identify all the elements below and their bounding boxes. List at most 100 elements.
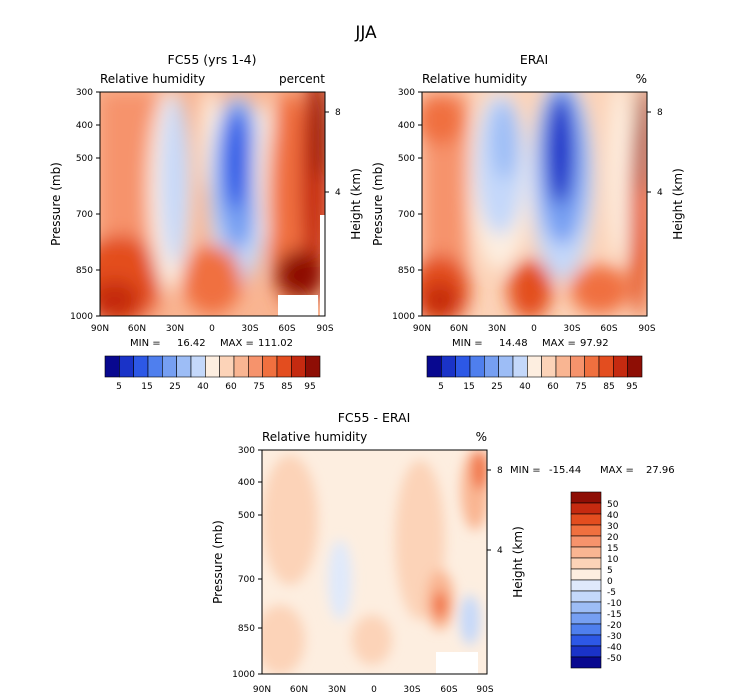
x-tick-label: 90N [91,324,109,334]
colorbar [570,491,602,669]
y-tick-label: 500 [76,154,93,164]
y-axis-title: Pressure (mb) [371,162,385,246]
y-tick-label: 700 [398,210,415,220]
x-tick-label: 60S [600,324,617,334]
y-tick-label: 300 [238,446,255,456]
x-tick-label: 60N [128,324,146,334]
colorbar-swatch [570,535,602,548]
max-label: MAX = [542,338,576,349]
colorbar-swatch [627,355,643,378]
y-tick-label: 700 [76,210,93,220]
colorbar-swatch [570,355,585,378]
colorbar-swatch [598,355,614,378]
height-axis-title: Height (km) [349,168,363,239]
stats-line: MIN = -15.44 MAX = 27.96 [510,465,675,476]
height-tick-label: 4 [657,188,663,198]
colorbar-swatch [613,355,628,378]
colorbar-swatch [276,355,292,378]
y-tick-label: 1000 [70,312,93,322]
colorbar-swatch [584,355,600,378]
y-tick-label: 700 [238,575,255,585]
colorbar-label: 10 [607,555,619,565]
units-label: % [476,430,487,444]
y-tick-label: 850 [398,266,415,276]
colorbar-swatch [305,355,321,378]
colorbar-swatch [162,355,177,378]
y-tick-label: 300 [398,88,415,98]
x-tick-label: 0 [209,324,215,334]
colorbar-label: 95 [304,382,315,392]
x-axis: 90N 60N 30N 0 30S 60S 90S [413,324,656,334]
colorbar-swatch [527,355,542,378]
colorbar-label: 20 [607,533,619,543]
x-tick-label: 30N [328,685,346,695]
x-tick-label: 30N [488,324,506,334]
x-tick-label: 60N [450,324,468,334]
y-tick-label: 1000 [232,670,255,680]
colorbar-labels: 50 40 30 20 15 10 5 0 -5 -10 -15 -20 -30… [607,500,622,664]
colorbar-label: -20 [607,621,622,631]
colorbar-swatch [498,355,514,378]
y-tick-label: 400 [238,478,255,488]
x-tick-label: 90S [316,324,333,334]
colorbar-label: 60 [547,382,559,392]
colorbar-swatch [570,524,602,537]
colorbar-swatch [119,355,134,378]
y-axis: Pressure (mb) 300 400 500 700 850 1000 [371,88,422,322]
colorbar-label: 85 [281,382,292,392]
panel-fc55: FC55 (yrs 1-4) Relative humidity percent [49,52,363,392]
colorbar-swatch [570,623,602,636]
colorbar-labels: 5 15 25 40 60 75 85 95 [116,382,316,392]
colorbar-swatch [570,557,602,570]
colorbar-label: 95 [626,382,637,392]
min-value: -15.44 [549,465,581,476]
height-tick-label: 8 [657,108,663,118]
plot-frame [421,91,648,317]
max-value: 111.02 [258,338,293,349]
plot-frame [99,91,326,317]
colorbar-swatch [190,355,206,378]
height-tick-label: 4 [335,188,341,198]
units-label: % [636,72,647,86]
colorbar-swatch [147,355,163,378]
colorbar-label: 15 [141,382,152,392]
plot-area [100,92,325,316]
y-tick-label: 850 [76,266,93,276]
colorbar-label: 85 [603,382,614,392]
height-axis-title: Height (km) [671,168,685,239]
colorbar-swatch [104,355,120,378]
max-label: MAX = [600,465,634,476]
colorbar-label: 25 [169,382,180,392]
colorbar-label: 60 [225,382,237,392]
x-axis: 90N 60N 30N 0 30S 60S 90S [253,685,494,695]
max-value: 97.92 [580,338,609,349]
colorbar-swatch [555,355,571,378]
colorbar-swatch [205,355,220,378]
x-tick-label: 60N [290,685,308,695]
x-tick-label: 90N [253,685,271,695]
x-tick-label: 30S [563,324,580,334]
stats-line: MIN = 16.42 MAX = 111.02 [130,338,293,349]
colorbar-swatch [262,355,278,378]
height-axis: 8 4 Height (km) [325,108,363,240]
colorbar-swatch [512,355,528,378]
x-tick-label: 90N [413,324,431,334]
y-tick-label: 850 [238,624,255,634]
min-label: MIN = [130,338,161,349]
colorbar-swatch [469,355,485,378]
x-tick-label: 60S [440,685,457,695]
colorbar-swatch [133,355,149,378]
figure-title: JJA [354,23,377,43]
colorbar-swatch [570,491,602,504]
height-axis: 8 4 Height (km) [647,108,685,240]
colorbar-label: 40 [519,382,531,392]
colorbar [104,355,321,378]
colorbar-label: 75 [253,382,264,392]
colorbar-label: 30 [607,522,619,532]
stats-line: MIN = 14.48 MAX = 97.92 [452,338,609,349]
x-tick-label: 30S [403,685,420,695]
colorbar-label: 5 [607,566,613,576]
height-axis: 8 4 Height (km) [487,466,525,598]
colorbar-label: -15 [607,610,622,620]
